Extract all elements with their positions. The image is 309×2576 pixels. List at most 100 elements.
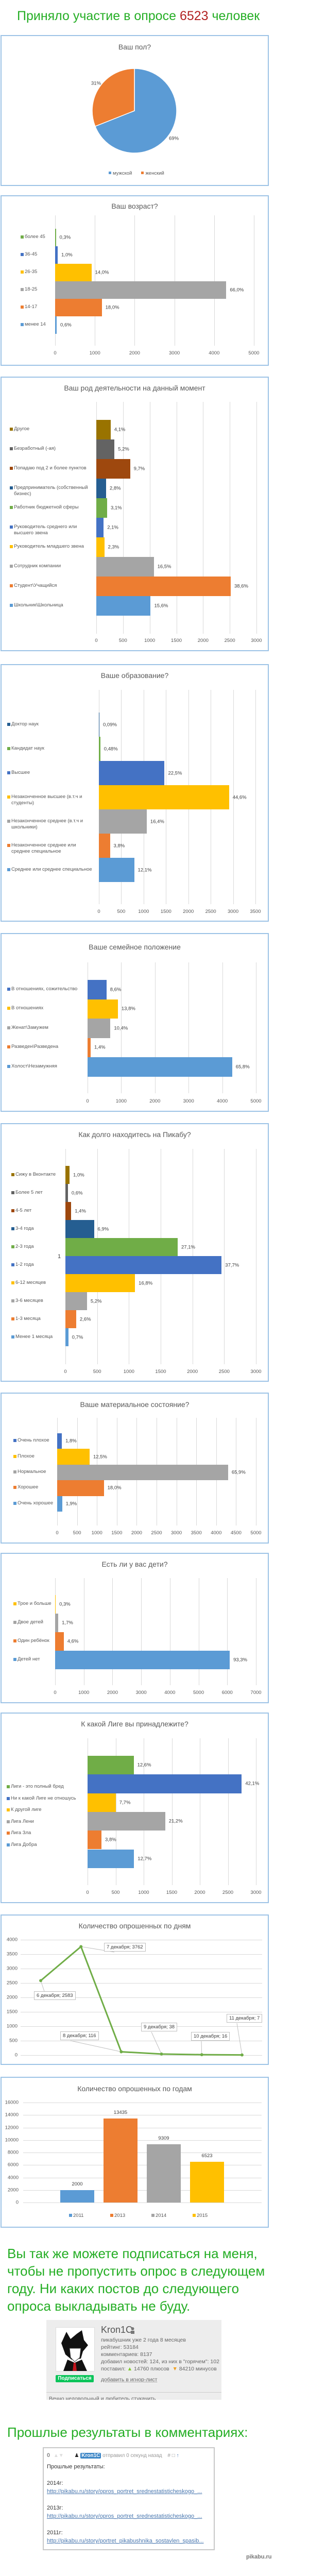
legend-swatch bbox=[13, 1602, 16, 1605]
data-label: 12,6% bbox=[137, 1762, 151, 1768]
category-text: 2-3 года bbox=[15, 1243, 34, 1249]
data-label: 6 декабря; 2583 bbox=[34, 1991, 76, 2000]
legend-swatch bbox=[69, 2214, 72, 2217]
category-label: Предприниматель (собственный бизнес) bbox=[10, 485, 95, 497]
data-label: 13,8% bbox=[121, 1006, 135, 1012]
arrow-up-icon[interactable]: ↑ bbox=[176, 2453, 179, 2459]
x-tick-label: 500 bbox=[111, 1890, 120, 1895]
legend-swatch bbox=[11, 1335, 14, 1338]
x-tick-label: 2000 bbox=[187, 1369, 198, 1375]
legend-swatch bbox=[11, 1281, 14, 1284]
chart-title: Количество опрошенных по годам bbox=[77, 2084, 192, 2093]
profile-bio: Вечно недовольный и любитель стукачить bbox=[49, 2396, 156, 2400]
gridline bbox=[112, 1578, 113, 1685]
bar-Руководитель среднего или высшего звена bbox=[96, 518, 104, 537]
comment-author[interactable]: Kron1C bbox=[80, 2453, 101, 2459]
bar-Кандидат наук bbox=[99, 737, 100, 761]
bar-В отношениях, сожительство bbox=[88, 980, 107, 999]
gridline bbox=[134, 215, 135, 346]
bar-2-3 года bbox=[65, 1238, 178, 1256]
data-label: 3,8% bbox=[105, 1837, 116, 1843]
avatar bbox=[56, 2327, 95, 2371]
legend-swatch bbox=[13, 1486, 16, 1489]
comment-link[interactable]: http://pikabu.ru/story/opros_portret_sre… bbox=[47, 2513, 202, 2519]
data-label: 42,1% bbox=[245, 1781, 260, 1787]
category-label: К другой лиге bbox=[7, 1807, 85, 1813]
profile-name[interactable]: Kron1C bbox=[101, 2325, 133, 2335]
x-tick-label: 1500 bbox=[111, 1530, 123, 1536]
legend-swatch bbox=[11, 1209, 14, 1212]
y-tick-label: 0 bbox=[15, 2199, 19, 2206]
category-text: 1-3 месяца bbox=[15, 1315, 41, 1321]
category-label: Безработный (-ая) bbox=[10, 446, 95, 452]
comment-link[interactable]: http://pikabu.ru/story/portret_pikabushn… bbox=[47, 2538, 204, 2544]
x-tick-label: 2000 bbox=[197, 638, 209, 643]
data-label: 6,9% bbox=[97, 1226, 109, 1232]
category-text: 3-6 месяцев bbox=[15, 1297, 43, 1303]
gridline bbox=[188, 962, 190, 1093]
legend-swatch bbox=[10, 604, 13, 607]
gridline bbox=[123, 402, 124, 634]
category-label: Руководитель младшего звена bbox=[10, 544, 95, 550]
chart-panel bbox=[1, 933, 269, 1112]
legend-swatch bbox=[11, 1299, 14, 1302]
point-8 декабря bbox=[119, 2050, 123, 2054]
gridline bbox=[227, 1578, 228, 1685]
category-text: 26-35 bbox=[25, 269, 38, 275]
title-suffix: человек bbox=[212, 9, 260, 23]
x-tick-label: 4000 bbox=[209, 350, 220, 356]
pie-slice-женский bbox=[92, 68, 135, 127]
x-tick-label: 4000 bbox=[164, 1690, 176, 1696]
category-label: 3-6 месяцев bbox=[11, 1298, 63, 1304]
x-tick-label: 0 bbox=[64, 1369, 67, 1375]
legend-swatch bbox=[151, 2214, 154, 2217]
category-label: 6-12 месяцев bbox=[11, 1280, 63, 1286]
legend-swatch bbox=[13, 1470, 16, 1473]
x-tick-label: 3000 bbox=[171, 1530, 182, 1536]
bar-В отношениях bbox=[88, 999, 118, 1019]
data-label: 2,3% bbox=[108, 544, 119, 550]
vote-icons[interactable]: ▲▼ bbox=[53, 2453, 64, 2459]
category-text: В отношениях bbox=[11, 1005, 44, 1011]
x-tick-label: 1500 bbox=[160, 909, 171, 914]
minus-icon: ▼ bbox=[172, 2366, 178, 2372]
ignore-link[interactable]: добавить в игнор-лист bbox=[101, 2377, 158, 2383]
bar-Студент\Учащийся bbox=[96, 577, 231, 596]
x-tick-label: 1000 bbox=[78, 1690, 90, 1696]
data-label: 2000 bbox=[72, 2181, 83, 2187]
category-text: К другой лиге bbox=[11, 1807, 42, 1812]
y-tick-label: 3000 bbox=[6, 1965, 18, 1972]
bar-Лиги - это полный бред bbox=[88, 1756, 134, 1775]
legend-swatch bbox=[193, 2214, 196, 2217]
bar-2014 bbox=[147, 2144, 181, 2202]
legend-swatch bbox=[7, 843, 10, 847]
data-label: 0,3% bbox=[59, 1601, 71, 1607]
category-text: Руководитель среднего или высшего звена bbox=[14, 524, 77, 536]
comment-link[interactable]: http://pikabu.ru/story/opros_portret_sre… bbox=[47, 2488, 202, 2495]
x-tick-label: 0 bbox=[56, 1530, 59, 1536]
subscribe-button[interactable]: Подписаться bbox=[56, 2375, 94, 2382]
category-text: 6-12 месяцев bbox=[15, 1279, 46, 1285]
participants-count: 6523 bbox=[179, 9, 209, 23]
category-text: Очень хорошее bbox=[18, 1500, 54, 1506]
bar-Попадаю под 2 и более пунктов bbox=[96, 459, 130, 479]
chart-title: Ваш пол? bbox=[118, 43, 151, 51]
legend-swatch bbox=[7, 1820, 10, 1823]
data-label: 9 декабря; 38 bbox=[141, 2023, 178, 2031]
gridline bbox=[23, 2202, 262, 2203]
x-tick-label: 2500 bbox=[205, 909, 216, 914]
bar-4-5 лет bbox=[65, 1202, 72, 1220]
category-label: Лига Добра bbox=[7, 1842, 85, 1848]
chart-title: Ваш род деятельности на данный момент bbox=[64, 384, 205, 392]
category-text: Безработный (-ая) bbox=[14, 446, 56, 451]
legend-swatch bbox=[110, 2214, 113, 2217]
data-label: 5,2% bbox=[90, 1298, 102, 1304]
data-label: 21,2% bbox=[168, 1818, 183, 1824]
save-icon[interactable]: □ bbox=[171, 2453, 175, 2459]
legend-swatch bbox=[7, 1064, 10, 1068]
chart-title: Ваш возраст? bbox=[111, 202, 158, 210]
category-text: Сижу в Вконтакте bbox=[15, 1171, 56, 1177]
legend-swatch bbox=[7, 795, 10, 799]
bar-36-45 bbox=[55, 246, 58, 264]
hash-icon[interactable]: # bbox=[167, 2453, 170, 2459]
